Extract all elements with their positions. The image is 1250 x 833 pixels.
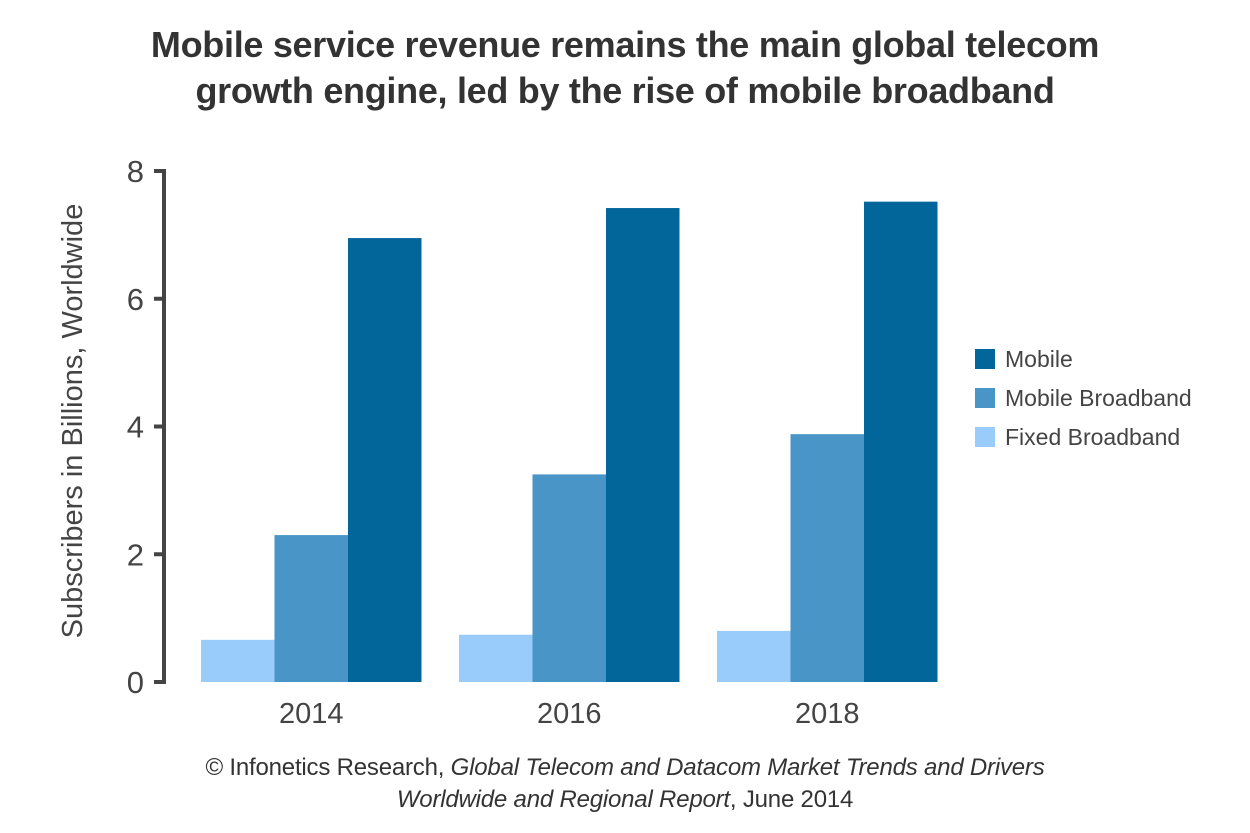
chart-title: Mobile service revenue remains the main … — [0, 22, 1250, 114]
bar-mobile-2016 — [606, 208, 680, 683]
legend-label-mobile-broadband: Mobile Broadband — [1005, 385, 1192, 411]
footer-source: © Infonetics Research, — [205, 754, 451, 781]
x-tick-label-2016: 2016 — [537, 698, 602, 730]
bar-mobile-2014 — [348, 238, 422, 682]
y-axis-label: Subscribers in Billions, Worldwide — [57, 204, 89, 639]
bar-mobile-broadband-2016 — [532, 474, 606, 682]
y-axis: 0 2 4 6 8 — [127, 154, 166, 700]
x-axis-labels: 2014 2016 2018 — [279, 698, 860, 730]
bar-fixed-broadband-2016 — [459, 634, 533, 682]
y-tick-label-4: 4 — [127, 410, 144, 445]
bar-fixed-broadband-2018 — [717, 630, 791, 682]
bar-mobile-broadband-2014 — [274, 535, 348, 682]
footer-line-1: © Infonetics Research, Global Telecom an… — [0, 752, 1250, 784]
y-tick-label-0: 0 — [127, 665, 144, 700]
bar-mobile-broadband-2018 — [790, 434, 864, 682]
x-tick-label-2018: 2018 — [795, 698, 860, 730]
footer-line-2: Worldwide and Regional Report, June 2014 — [0, 784, 1250, 816]
chart-title-line-1: Mobile service revenue remains the main … — [150, 24, 1100, 65]
x-tick-label-2014: 2014 — [279, 698, 344, 730]
source-footer: © Infonetics Research, Global Telecom an… — [0, 752, 1250, 816]
legend-swatch-mobile — [975, 349, 995, 369]
chart-title-line-2: growth engine, led by the rise of mobile… — [195, 70, 1055, 111]
footer-report-title: Global Telecom and Datacom Market Trends… — [450, 754, 1045, 781]
legend-item-mobile: Mobile — [975, 346, 1073, 372]
legend-label-fixed-broadband: Fixed Broadband — [1005, 424, 1180, 450]
legend: Mobile Mobile Broadband Fixed Broadband — [975, 346, 1192, 450]
legend-item-fixed-broadband: Fixed Broadband — [975, 424, 1180, 450]
bar-mobile-2018 — [864, 201, 938, 682]
y-tick-label-2: 2 — [127, 537, 144, 572]
y-tick-label-6: 6 — [127, 282, 144, 317]
legend-item-mobile-broadband: Mobile Broadband — [975, 385, 1192, 411]
legend-label-mobile: Mobile — [1005, 346, 1073, 372]
footer-report-title-cont: Worldwide and Regional Report — [396, 786, 730, 813]
bar-fixed-broadband-2014 — [201, 639, 275, 682]
bars — [201, 201, 938, 683]
footer-date: , June 2014 — [729, 786, 854, 813]
y-tick-label-8: 8 — [127, 154, 144, 189]
legend-swatch-fixed-broadband — [975, 427, 995, 447]
legend-swatch-mobile-broadband — [975, 388, 995, 408]
